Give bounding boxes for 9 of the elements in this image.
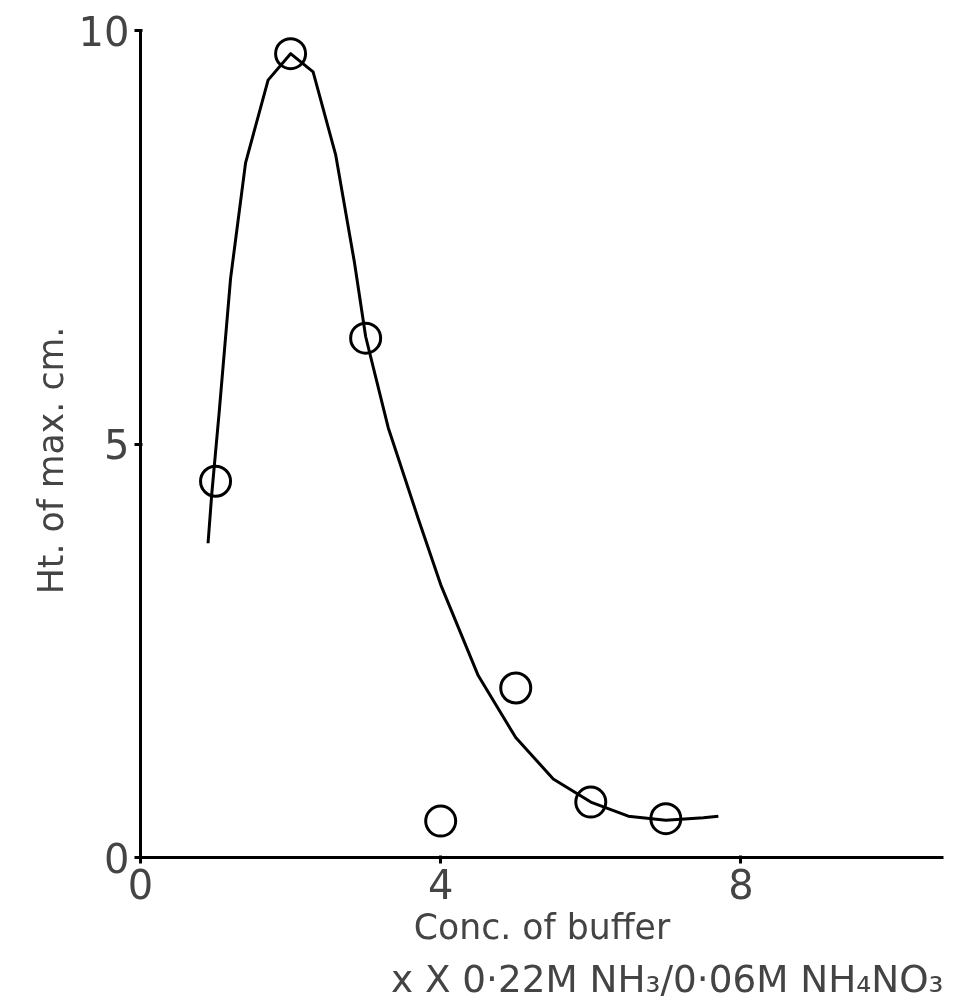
y-tick-label: 5 (104, 422, 130, 468)
text: x X 0·22M NH₃/0·06M NH₄NO₃ (390, 956, 944, 1001)
point (499, 671, 533, 705)
x-tick-label: 4 (427, 861, 454, 908)
y-axis-title: Ht. of max. cm. (30, 326, 71, 595)
x-axis-title: Conc. of buffer (413, 906, 671, 947)
x-tick-label: 8 (728, 861, 754, 908)
y-tick-label: 10 (78, 8, 130, 55)
point (424, 804, 458, 838)
